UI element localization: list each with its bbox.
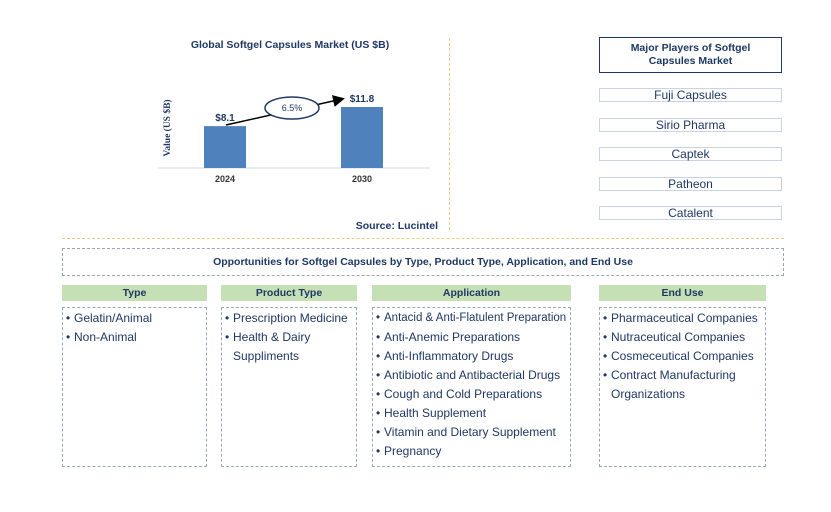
end-use-header: End Use xyxy=(599,285,766,301)
list-item: Prescription Medicine xyxy=(225,309,354,328)
list-item: Antacid & Anti-Flatulent Preparation xyxy=(376,309,568,328)
player-item: Fuji Capsules xyxy=(599,88,782,102)
player-item: Sirio Pharma xyxy=(599,118,782,132)
cagr-annotation: 6.5% xyxy=(225,95,345,126)
chart-title: Global Softgel Capsules Market (US $B) xyxy=(190,39,390,51)
application-header: Application xyxy=(372,285,571,301)
list-item: Nutraceutical Companies xyxy=(603,328,763,347)
opportunities-title: Opportunities for Softgel Capsules by Ty… xyxy=(62,248,784,276)
bar-2024 xyxy=(204,126,246,168)
list-item: Non-Animal xyxy=(66,328,204,347)
type-list: Gelatin/Animal Non-Animal xyxy=(62,307,207,467)
list-item: Vitamin and Dietary Supplement xyxy=(376,423,568,442)
list-item: Pharmaceutical Companies xyxy=(603,309,763,328)
x-tick-label: 2024 xyxy=(215,174,235,184)
players-title: Major Players of Softgel Capsules Market xyxy=(599,37,782,73)
vertical-divider xyxy=(449,38,450,230)
bar-2030 xyxy=(341,107,383,168)
list-item: Antibiotic and Antibacterial Drugs xyxy=(376,366,568,385)
bar-value-label: $8.1 xyxy=(215,113,235,124)
y-axis-label: Value (US $B) xyxy=(162,99,173,156)
list-item: Health Supplement xyxy=(376,404,568,423)
list-item: Cough and Cold Preparations xyxy=(376,385,568,404)
end-use-list: Pharmaceutical Companies Nutraceutical C… xyxy=(599,307,766,467)
list-item: Anti-Anemic Preparations xyxy=(376,328,568,347)
list-item: Contract Manufacturing Organizations xyxy=(603,366,763,404)
player-item: Catalent xyxy=(599,206,782,220)
list-item: Anti-Inflammatory Drugs xyxy=(376,347,568,366)
player-item: Patheon xyxy=(599,177,782,191)
list-item: Cosmeceutical Companies xyxy=(603,347,763,366)
application-list: Antacid & Anti-Flatulent Preparation Ant… xyxy=(372,307,571,467)
product-type-header: Product Type xyxy=(221,285,357,301)
list-item: Gelatin/Animal xyxy=(66,309,204,328)
bar-value-label: $11.8 xyxy=(350,94,375,105)
list-item: Health & Dairy Suppliments xyxy=(225,328,354,366)
type-header: Type xyxy=(62,285,207,301)
source-note: Source: Lucintel xyxy=(355,220,438,232)
horizontal-divider xyxy=(62,238,784,239)
product-type-list: Prescription Medicine Health & Dairy Sup… xyxy=(221,307,357,467)
player-item: Captek xyxy=(599,147,782,161)
x-tick-label: 2030 xyxy=(352,174,372,184)
cagr-label: 6.5% xyxy=(282,103,303,113)
cagr-ellipse xyxy=(264,96,320,120)
list-item: Pregnancy xyxy=(376,442,568,461)
